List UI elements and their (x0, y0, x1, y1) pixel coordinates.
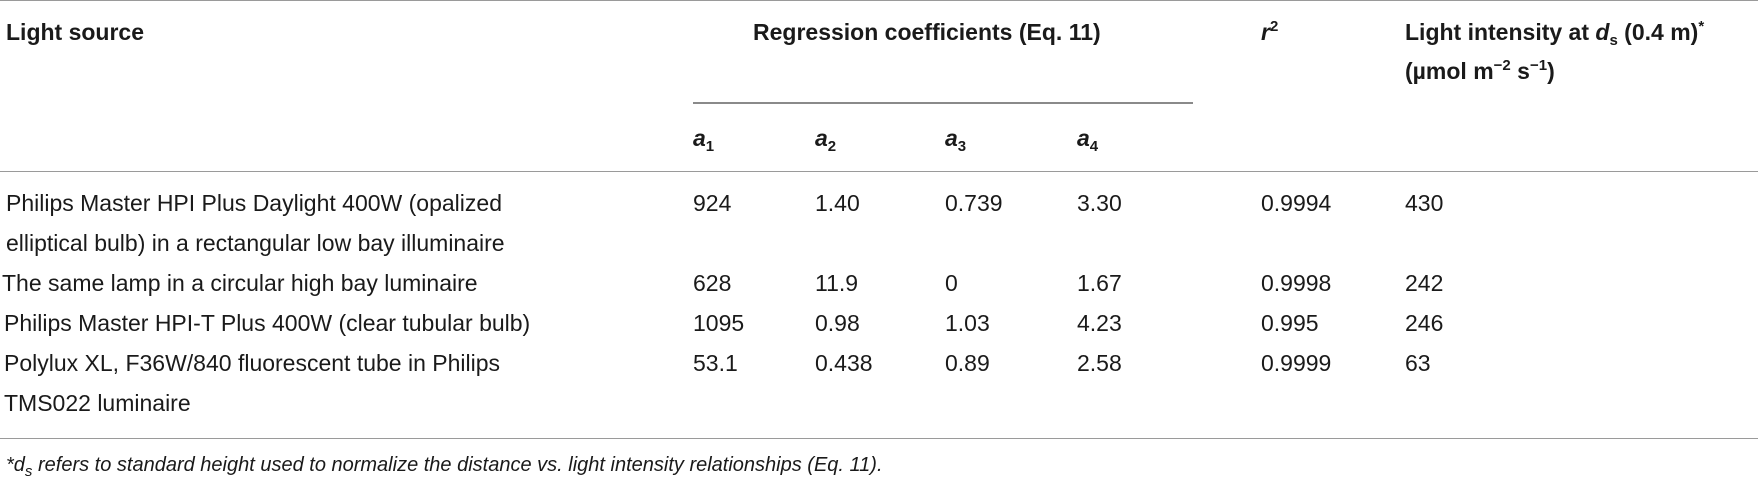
row-a2: 0.438 (815, 350, 873, 376)
row-intensity: 63 (1405, 350, 1431, 376)
row-source-line1: Philips Master HPI Plus Daylight 400W (o… (6, 190, 502, 216)
header-regression-coefficients: Regression coefficients (Eq. 11) (753, 19, 1101, 45)
row-a2: 0.98 (815, 310, 860, 336)
row-intensity: 430 (1405, 190, 1444, 216)
header-light-intensity-line2: (µmol m−2 s−1) (1405, 57, 1555, 84)
table-header-rule (0, 171, 1758, 172)
table-bottom-rule (0, 438, 1758, 439)
row-r2: 0.995 (1261, 310, 1319, 336)
row-a4: 1.67 (1077, 270, 1122, 296)
row-source-line2: TMS022 luminaire (4, 390, 191, 416)
row-source-line2: elliptical bulb) in a rectangular low ba… (6, 230, 505, 256)
row-a3: 0.89 (945, 350, 990, 376)
row-a4: 2.58 (1077, 350, 1122, 376)
header-light-source: Light source (6, 19, 145, 45)
row-r2: 0.9999 (1261, 350, 1332, 376)
row-a4: 3.30 (1077, 190, 1122, 216)
row-intensity: 242 (1405, 270, 1444, 296)
header-a3: a3 (945, 125, 967, 155)
header-a1: a1 (693, 125, 715, 155)
row-a4: 4.23 (1077, 310, 1122, 336)
row-a3: 1.03 (945, 310, 990, 336)
table-footnote: *ds refers to standard height used to no… (6, 454, 883, 480)
row-r2: 0.9994 (1261, 190, 1332, 216)
row-a3: 0.739 (945, 190, 1003, 216)
row-source-line1: Philips Master HPI-T Plus 400W (clear tu… (4, 310, 531, 336)
table-top-rule (0, 0, 1758, 1)
row-a3: 0 (945, 270, 958, 296)
row-a1: 628 (693, 270, 732, 296)
row-a1: 924 (693, 190, 732, 216)
header-r-squared: r2 (1261, 18, 1279, 45)
header-a2: a2 (815, 125, 837, 155)
row-r2: 0.9998 (1261, 270, 1332, 296)
row-a2: 11.9 (815, 270, 859, 296)
row-a1: 1095 (693, 310, 745, 336)
regression-group-rule (693, 102, 1193, 104)
row-source-line1: Polylux XL, F36W/840 fluorescent tube in… (4, 350, 501, 376)
row-a1: 53.1 (693, 350, 738, 376)
header-light-intensity-line1: Light intensity at ds (0.4 m)* (1405, 18, 1705, 49)
row-intensity: 246 (1405, 310, 1444, 336)
header-a4: a4 (1077, 125, 1099, 155)
row-a2: 1.40 (815, 190, 860, 216)
row-source-line1: The same lamp in a circular high bay lum… (2, 270, 478, 296)
